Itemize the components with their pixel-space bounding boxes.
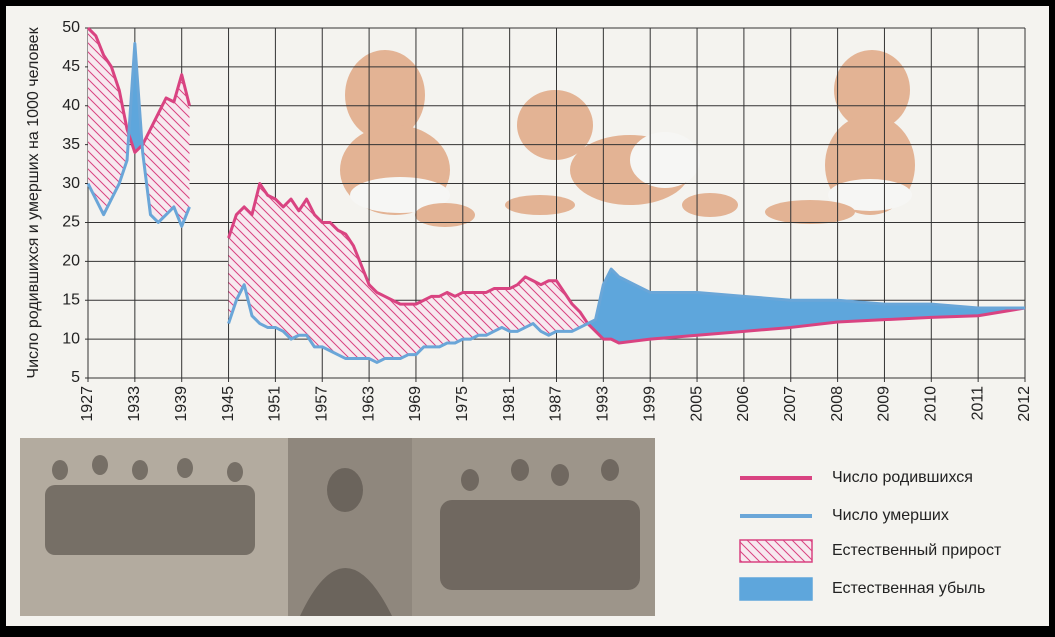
y-tick-label: 45 <box>62 58 80 75</box>
x-tick-label: 2009 <box>876 386 893 422</box>
x-tick-label: 2012 <box>1016 386 1033 422</box>
x-tick-label: 1933 <box>126 386 143 422</box>
x-tick-label: 1951 <box>267 386 284 422</box>
x-tick-label: 1987 <box>548 386 565 422</box>
y-tick-label: 20 <box>62 253 80 270</box>
legend-swatch <box>740 578 812 600</box>
x-tick-label: 1975 <box>454 386 471 422</box>
y-tick-label: 25 <box>62 214 80 231</box>
photo-strip <box>20 438 655 616</box>
legend-label: Число умерших <box>832 507 949 524</box>
x-tick-label: 1945 <box>220 386 237 422</box>
x-tick-label: 2007 <box>782 386 799 422</box>
y-tick-label: 40 <box>62 97 80 114</box>
x-tick-label: 1981 <box>501 386 518 422</box>
x-tick-label: 2011 <box>969 386 986 421</box>
legend-swatch <box>740 540 812 562</box>
x-tick-label: 2006 <box>735 386 752 422</box>
x-tick-label: 1999 <box>641 386 658 422</box>
y-tick-label: 35 <box>62 136 80 153</box>
x-tick-label: 1927 <box>79 386 96 422</box>
chart: 5 10 15 20 25 30 35 40 45 50 1927 1933 1939 1945 1951 1… <box>0 0 1055 632</box>
x-tick-label: 2010 <box>923 386 940 422</box>
y-tick-label: 30 <box>62 175 80 192</box>
x-tick-label: 1939 <box>173 386 190 422</box>
x-tick-label: 1993 <box>595 386 612 422</box>
y-tick-label: 5 <box>71 369 80 386</box>
legend-label: Естественный прирост <box>832 542 1002 559</box>
y-tick-label: 50 <box>62 19 80 36</box>
y-tick-label: 15 <box>62 291 80 308</box>
x-tick-label: 1957 <box>313 386 330 422</box>
page: {"chart_data": { "type": "line", "y_labe… <box>0 0 1055 632</box>
x-tick-label: 1969 <box>407 386 424 422</box>
y-axis-label: Число родившихся и умерших на 1000 челов… <box>25 26 42 378</box>
x-tick-label: 2008 <box>829 386 846 422</box>
x-tick-label: 2005 <box>688 386 705 422</box>
y-tick-label: 10 <box>62 330 80 347</box>
legend-label: Естественная убыль <box>832 580 985 597</box>
x-tick-label: 1963 <box>360 386 377 422</box>
legend-label: Число родившихся <box>832 469 973 486</box>
